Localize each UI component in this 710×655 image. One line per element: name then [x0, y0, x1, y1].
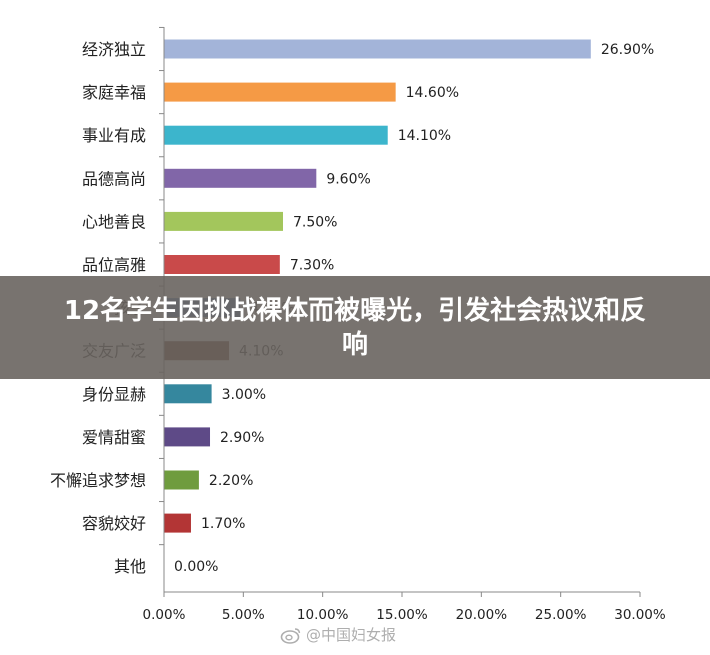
data-label: 0.00%	[174, 559, 218, 575]
bar	[164, 125, 388, 145]
axes: 0.00% 5.00% 10.00% 15.00% 20.00% 25.00% 30.00%	[143, 26, 666, 623]
category-label: 身份显赫	[82, 385, 146, 404]
value-labels: 26.90%14.60%14.10%9.60%7.50%7.30%4.80%4.…	[174, 42, 654, 575]
bar	[164, 427, 211, 447]
watermark-text: @中国妇女报	[306, 626, 397, 644]
x-tick-label: 5.00%	[222, 607, 265, 623]
x-tick-label: 0.00%	[143, 607, 186, 623]
overlay-title: 12名学生因挑战裸体而被曝光，引发社会热议和反响	[63, 295, 647, 360]
bar	[164, 470, 199, 490]
data-label: 7.30%	[290, 258, 334, 274]
data-label: 14.10%	[398, 128, 451, 144]
x-tick-label: 10.00%	[297, 607, 349, 623]
data-label: 2.20%	[209, 473, 253, 489]
bar	[164, 168, 317, 188]
category-label: 容貌姣好	[82, 514, 146, 533]
category-label: 其他	[114, 557, 146, 576]
category-label: 品位高雅	[82, 256, 146, 275]
watermark: @中国妇女报	[280, 624, 396, 645]
bar	[164, 82, 396, 102]
category-label: 不懈追求梦想	[50, 471, 146, 490]
category-label: 心地善良	[82, 212, 146, 231]
x-tick-label: 25.00%	[535, 607, 587, 623]
x-tick-label: 20.00%	[456, 607, 508, 623]
data-label: 9.60%	[326, 171, 370, 187]
category-label: 家庭幸福	[82, 83, 146, 102]
bar	[164, 211, 283, 231]
category-label: 事业有成	[82, 126, 146, 145]
x-tick-label: 30.00%	[614, 607, 666, 623]
category-label: 品德高尚	[82, 169, 146, 188]
category-label: 经济独立	[82, 40, 146, 59]
bar	[164, 39, 591, 59]
bar	[164, 384, 212, 404]
x-tick-label: 15.00%	[376, 607, 428, 623]
weibo-icon	[280, 627, 301, 644]
category-label: 爱情甜蜜	[82, 428, 146, 447]
title-overlay-banner: 12名学生因挑战裸体而被曝光，引发社会热议和反响	[0, 276, 710, 379]
data-label: 14.60%	[406, 85, 459, 101]
data-label: 3.00%	[222, 387, 266, 403]
data-label: 7.50%	[293, 214, 337, 230]
bar	[164, 255, 280, 274]
data-label: 2.90%	[220, 430, 264, 446]
data-label: 26.90%	[601, 42, 654, 58]
bar	[164, 513, 191, 533]
data-label: 1.70%	[201, 516, 245, 532]
